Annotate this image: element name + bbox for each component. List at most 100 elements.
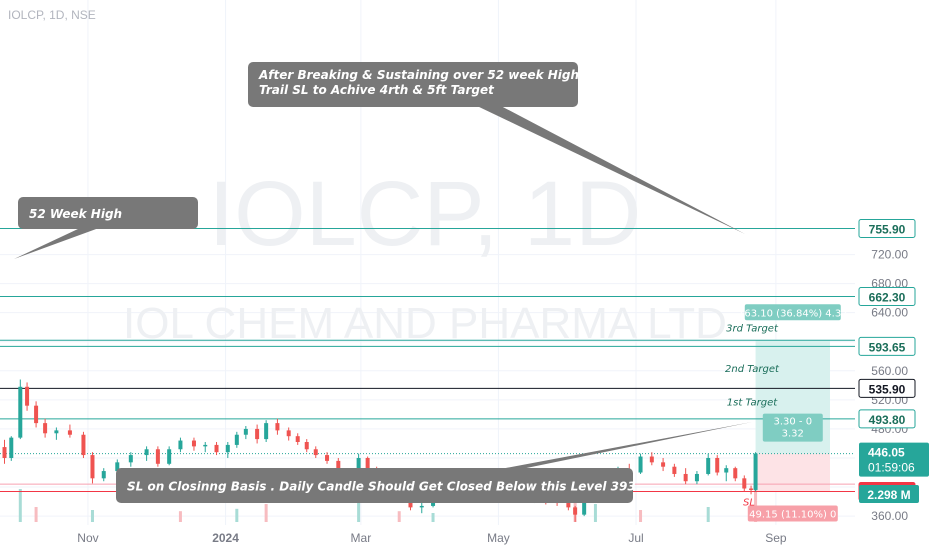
target-label: 1st Target xyxy=(727,397,778,408)
candle xyxy=(25,386,30,406)
volume-bar xyxy=(18,489,22,522)
x-tick-label: Mar xyxy=(351,531,372,545)
candle xyxy=(67,430,72,435)
x-tick-label: May xyxy=(487,531,510,545)
candle xyxy=(419,505,424,508)
candle xyxy=(753,453,758,490)
level-price-label: 535.90 xyxy=(869,382,906,396)
callout-breakout-box xyxy=(248,62,578,107)
candle xyxy=(144,449,149,456)
candle xyxy=(715,457,720,473)
profit-label-box xyxy=(744,304,841,321)
candle xyxy=(724,468,729,473)
level-price-box[interactable] xyxy=(858,378,916,398)
x-tick-label: Nov xyxy=(77,531,98,545)
y-tick-label: 720.00 xyxy=(871,248,908,262)
candle xyxy=(742,478,747,489)
candle xyxy=(155,449,160,464)
candle xyxy=(225,444,230,453)
candle xyxy=(275,423,280,431)
y-tick-label: 560.00 xyxy=(871,364,908,378)
risk-reward-value: 3.32 xyxy=(782,429,804,440)
candle xyxy=(191,440,196,447)
profit-label: 163.10 (36.84%) 4.32 xyxy=(738,308,848,319)
volume-bar xyxy=(357,499,361,522)
candle xyxy=(178,440,183,450)
level-price-label: 493.80 xyxy=(869,413,906,427)
candle xyxy=(81,434,86,456)
volume-bar xyxy=(34,507,38,522)
volume-bar xyxy=(397,511,401,522)
callout-52w-high-text: 52 Week High xyxy=(29,207,122,221)
candle xyxy=(749,488,754,490)
candle xyxy=(54,430,59,434)
current-price-label: 446.05 xyxy=(868,446,905,460)
candle xyxy=(2,447,7,458)
watermark-symbol: IOLCP, 1D xyxy=(209,163,642,265)
candle xyxy=(128,455,133,463)
level-price-box[interactable] xyxy=(858,409,916,429)
time-axis[interactable] xyxy=(0,527,858,550)
candle xyxy=(9,437,14,458)
candle xyxy=(304,442,309,450)
bar-countdown: 01:59:06 xyxy=(868,461,915,475)
x-tick-label: 2024 xyxy=(212,531,239,545)
volume-value-box xyxy=(859,485,919,503)
y-tick-label: 360.00 xyxy=(871,509,908,523)
level-price-box[interactable] xyxy=(858,286,916,306)
candle xyxy=(566,503,571,508)
candle xyxy=(313,449,318,456)
symbol-line: IOLCP, 1D, NSE xyxy=(8,8,96,22)
candle xyxy=(18,386,23,438)
candle xyxy=(295,436,300,443)
candle xyxy=(255,428,260,440)
volume-bar xyxy=(573,486,577,522)
level-price-label: 593.65 xyxy=(869,340,906,354)
candle xyxy=(573,507,578,515)
candle xyxy=(34,405,39,424)
candle xyxy=(234,434,239,445)
level-price-box[interactable] xyxy=(858,218,916,238)
volume-bar xyxy=(754,480,758,522)
level-price-label: 755.90 xyxy=(869,222,906,236)
volume-bar xyxy=(593,504,597,522)
x-tick-label: Sep xyxy=(765,531,787,545)
callout-sl-box xyxy=(116,468,633,503)
sl-label: SL xyxy=(743,497,755,508)
candle xyxy=(243,428,248,435)
target-label: 2nd Target xyxy=(725,364,780,375)
candle xyxy=(286,430,291,437)
candle xyxy=(90,455,95,479)
candle xyxy=(325,455,330,461)
callout-breakout-text: Trail SL to Achive 4rth & 5ft Target xyxy=(259,83,495,97)
target-label: 3rd Target xyxy=(726,323,779,334)
volume-bar xyxy=(639,510,643,522)
candle xyxy=(214,444,219,453)
x-tick-label: Jul xyxy=(628,531,643,545)
risk-reward-label: 3.30 - 0 xyxy=(773,417,812,428)
loss-zone xyxy=(755,453,830,492)
candle xyxy=(336,460,341,474)
candle xyxy=(683,473,688,482)
candle xyxy=(706,457,711,474)
loss-label: 49.15 (11.10%) 0 xyxy=(749,509,836,520)
volume-bar xyxy=(90,510,94,522)
volume-bar xyxy=(431,513,435,522)
candle xyxy=(733,468,738,479)
callout-sl-text: SL on Closinng Basis . Daily Candle Shou… xyxy=(127,480,636,494)
risk-reward-box xyxy=(762,413,823,442)
callout-breakout-text: After Breaking & Sustaining over 52 week… xyxy=(258,68,588,82)
candle xyxy=(661,462,666,467)
current-price-box[interactable] xyxy=(859,442,929,477)
candle xyxy=(115,462,120,472)
candle xyxy=(672,466,677,474)
volume-bar xyxy=(706,507,710,522)
candle xyxy=(365,457,370,472)
volume-bar xyxy=(235,508,239,522)
candle xyxy=(203,444,208,447)
callout-52w-high-box xyxy=(18,197,198,229)
candle xyxy=(694,473,699,482)
level-price-box[interactable] xyxy=(858,336,916,356)
